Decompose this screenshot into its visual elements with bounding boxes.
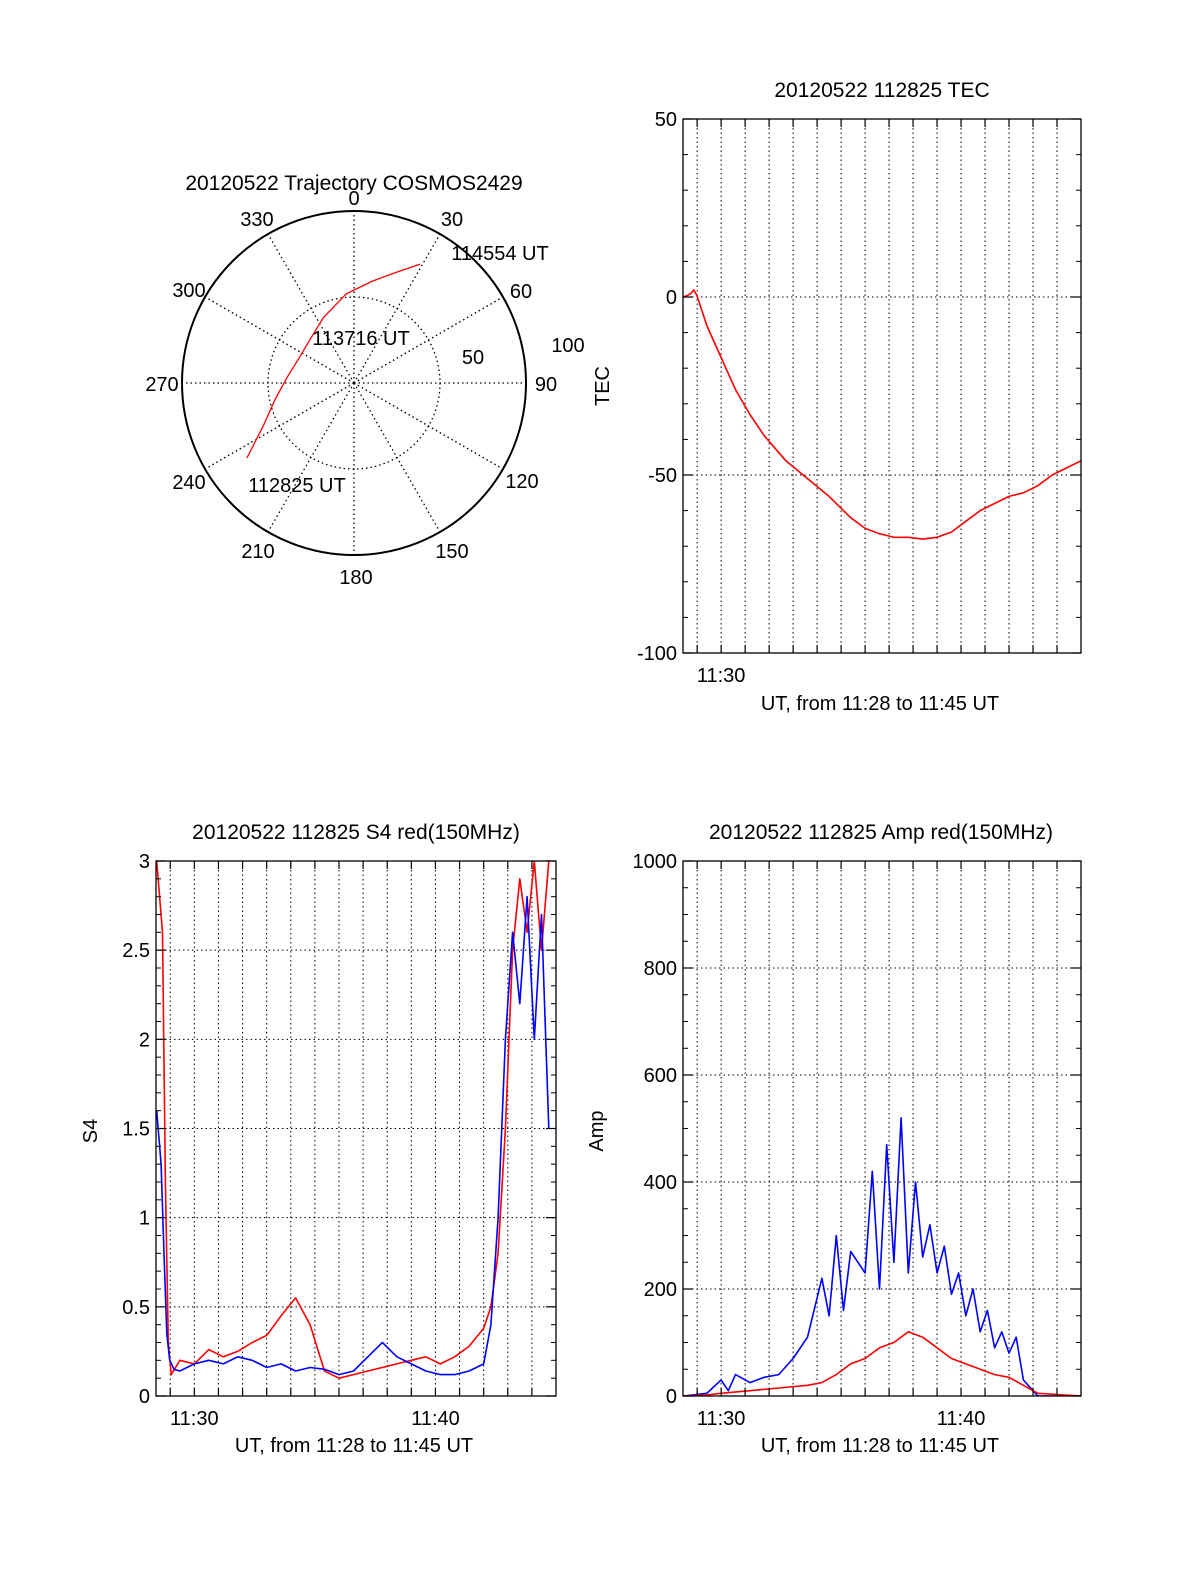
tec-grid [683,119,1081,653]
tec-ytick-label: -100 [637,643,677,665]
amp-ylabel: Amp [586,1110,608,1151]
s4-ytick-label: 2.5 [122,940,150,962]
polar-spoke [353,382,441,533]
polar-az-label: 30 [441,209,463,231]
polar-panel: 20120522 Trajectory COSMOS2429 0 30 60 9… [145,172,584,589]
amp-xlabel: UT, from 11:28 to 11:45 UT [761,1435,999,1457]
polar-spoke [204,296,355,384]
polar-series [246,263,421,459]
polar-az-label: 60 [510,281,532,303]
polar-spoke [267,233,355,384]
s4-xtick-label: 11:40 [411,1408,460,1430]
polar-az-label: 300 [172,280,205,302]
polar-az-label: 0 [348,188,359,210]
s4-ytick-label: 2 [139,1029,150,1051]
amp-ytick-label: 400 [644,1172,677,1194]
s4-title: 20120522 112825 S4 red(150MHz) [192,821,520,844]
s4-ytick-label: 1.5 [122,1119,150,1141]
polar-az-label: 210 [241,541,274,563]
tec-xtick-label: 11:30 [697,665,746,687]
tec-ytick-label: 50 [655,109,677,131]
amp-ytick-label: 1000 [633,851,678,873]
polar-az-label: 90 [535,374,557,396]
polar-annotation: 114554 UT [451,243,548,265]
tec-ytick-label: 0 [666,287,677,309]
polar-radius-label: 100 [551,335,584,357]
amp-xtick-label: 11:40 [937,1408,986,1430]
amp-xtick-label: 11:30 [697,1408,746,1430]
tec-ytick-label: -50 [648,465,677,487]
tec-series-line [683,289,1081,540]
tec-ylabel: TEC [592,366,614,406]
s4-xtick-label: 11:30 [170,1408,219,1430]
polar-az-label: 120 [505,471,538,493]
polar-spoke [204,382,355,470]
tec-plot-frame [682,118,1082,654]
polar-az-label: 150 [435,541,468,563]
amp-ytick-label: 0 [666,1386,677,1408]
s4-series-line [156,895,550,1376]
polar-spoke [267,382,355,533]
polar-title: 20120522 Trajectory COSMOS2429 [185,172,522,195]
tec-xlabel: UT, from 11:28 to 11:45 UT [761,693,999,715]
s4-ticks: 0 0.5 1 1.5 2 2.5 3 11:30 11:40 [122,851,556,1430]
amp-plot-frame [682,860,1082,1397]
tec-series [683,289,1081,540]
s4-ytick-label: 1 [139,1208,150,1230]
polar-az-label: 240 [172,472,205,494]
amp-grid [683,861,1081,1396]
amp-ticks: 0 200 400 600 800 1000 11:30 11:40 [633,851,1081,1430]
tec-title: 20120522 112825 TEC [774,79,989,102]
amp-ytick-label: 600 [644,1065,677,1087]
polar-spoke [353,233,441,384]
amp-panel: 20120522 112825 Amp red(150MHz) 0 200 400 6… [586,821,1082,1457]
polar-spoke [353,296,504,384]
trajectory-line [246,263,421,459]
s4-grid [156,861,556,1396]
polar-azimuth-labels: 0 30 60 90 120 150 180 210 240 270 300 3… [145,188,557,589]
amp-title: 20120522 112825 Amp red(150MHz) [709,821,1053,844]
polar-ring [267,296,441,470]
polar-radius-label: 50 [462,347,484,369]
s4-series-line [156,861,550,1379]
s4-panel: 20120522 112825 S4 red(150MHz) 0 0.5 1 1.5 2… [80,821,557,1457]
polar-az-label: 330 [240,209,273,231]
tec-ticks: -100 -50 0 50 11:30 [637,109,1081,687]
tec-panel: 20120522 112825 TEC -100 -50 0 50 11:30 UT, … [592,79,1082,715]
polar-annotation: 112825 UT [248,475,345,497]
polar-az-label: 180 [339,567,372,589]
polar-grid [182,211,526,555]
s4-ytick-label: 0 [139,1386,150,1408]
polar-outer-circle [181,210,527,556]
polar-annotation: 113716 UT [312,328,409,350]
amp-series [683,1117,1081,1396]
polar-az-label: 270 [145,374,178,396]
amp-ytick-label: 200 [644,1279,677,1301]
s4-xlabel: UT, from 11:28 to 11:45 UT [235,1435,473,1457]
s4-ytick-label: 3 [139,851,150,873]
s4-ytick-label: 0.5 [122,1297,150,1319]
amp-series-line [683,1117,1081,1396]
s4-series [156,861,550,1379]
s4-ylabel: S4 [80,1119,102,1143]
amp-ytick-label: 800 [644,958,677,980]
